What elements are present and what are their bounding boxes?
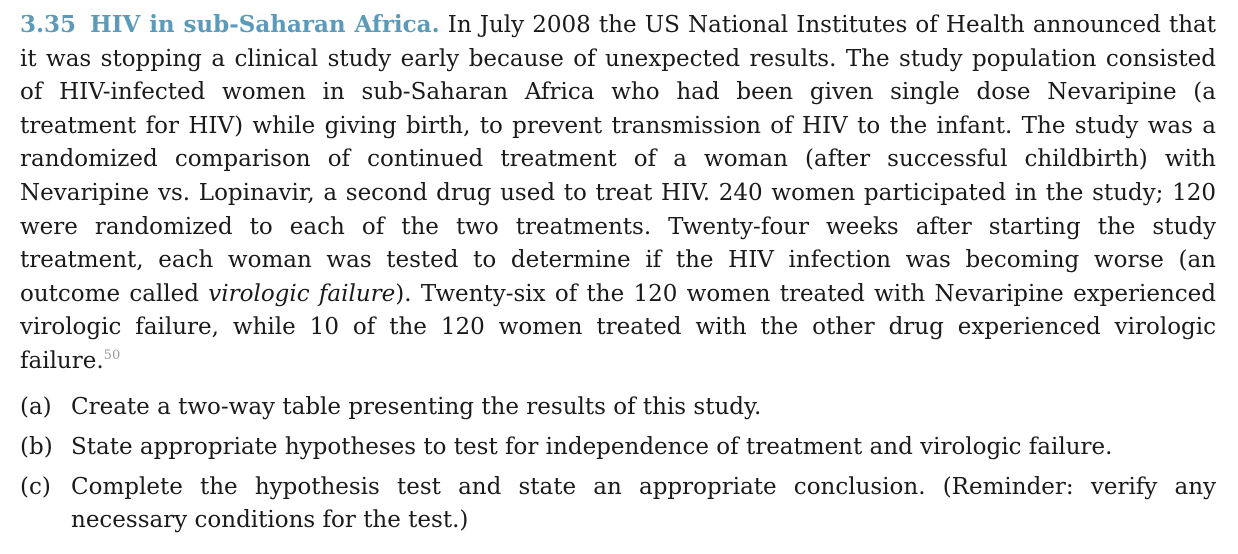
- exercise-emphasis: virologic failure: [208, 280, 396, 307]
- exercise-number: 3.35: [20, 11, 77, 38]
- part-label: (a): [20, 393, 52, 420]
- exercise-paragraph: 3.35 HIV in sub-Saharan Africa. In July 2…: [20, 8, 1216, 379]
- part-text: Complete the hypothesis test and state a…: [71, 473, 1216, 534]
- part-text: State appropriate hypotheses to test for…: [71, 433, 1113, 460]
- footnote-marker: 50: [103, 347, 121, 363]
- exercise-parts-list: (a) Create a two-way table presenting th…: [20, 391, 1216, 538]
- exercise-text-1: In July 2008 the US National Institutes …: [20, 12, 1217, 307]
- part-label: (b): [20, 433, 53, 460]
- exercise-part-b: (b) State appropriate hypotheses to test…: [20, 431, 1216, 465]
- part-label: (c): [20, 473, 51, 500]
- exercise-text-2: ). Twenty-six of the 120 women treated w…: [20, 280, 1216, 374]
- part-text: Create a two-way table presenting the re…: [71, 393, 762, 420]
- exercise-part-a: (a) Create a two-way table presenting th…: [20, 391, 1216, 425]
- exercise-part-c: (c) Complete the hypothesis test and sta…: [20, 471, 1216, 538]
- exercise-block: 3.35 HIV in sub-Saharan Africa. In July 2…: [20, 8, 1216, 544]
- exercise-title: HIV in sub-Saharan Africa.: [90, 11, 440, 38]
